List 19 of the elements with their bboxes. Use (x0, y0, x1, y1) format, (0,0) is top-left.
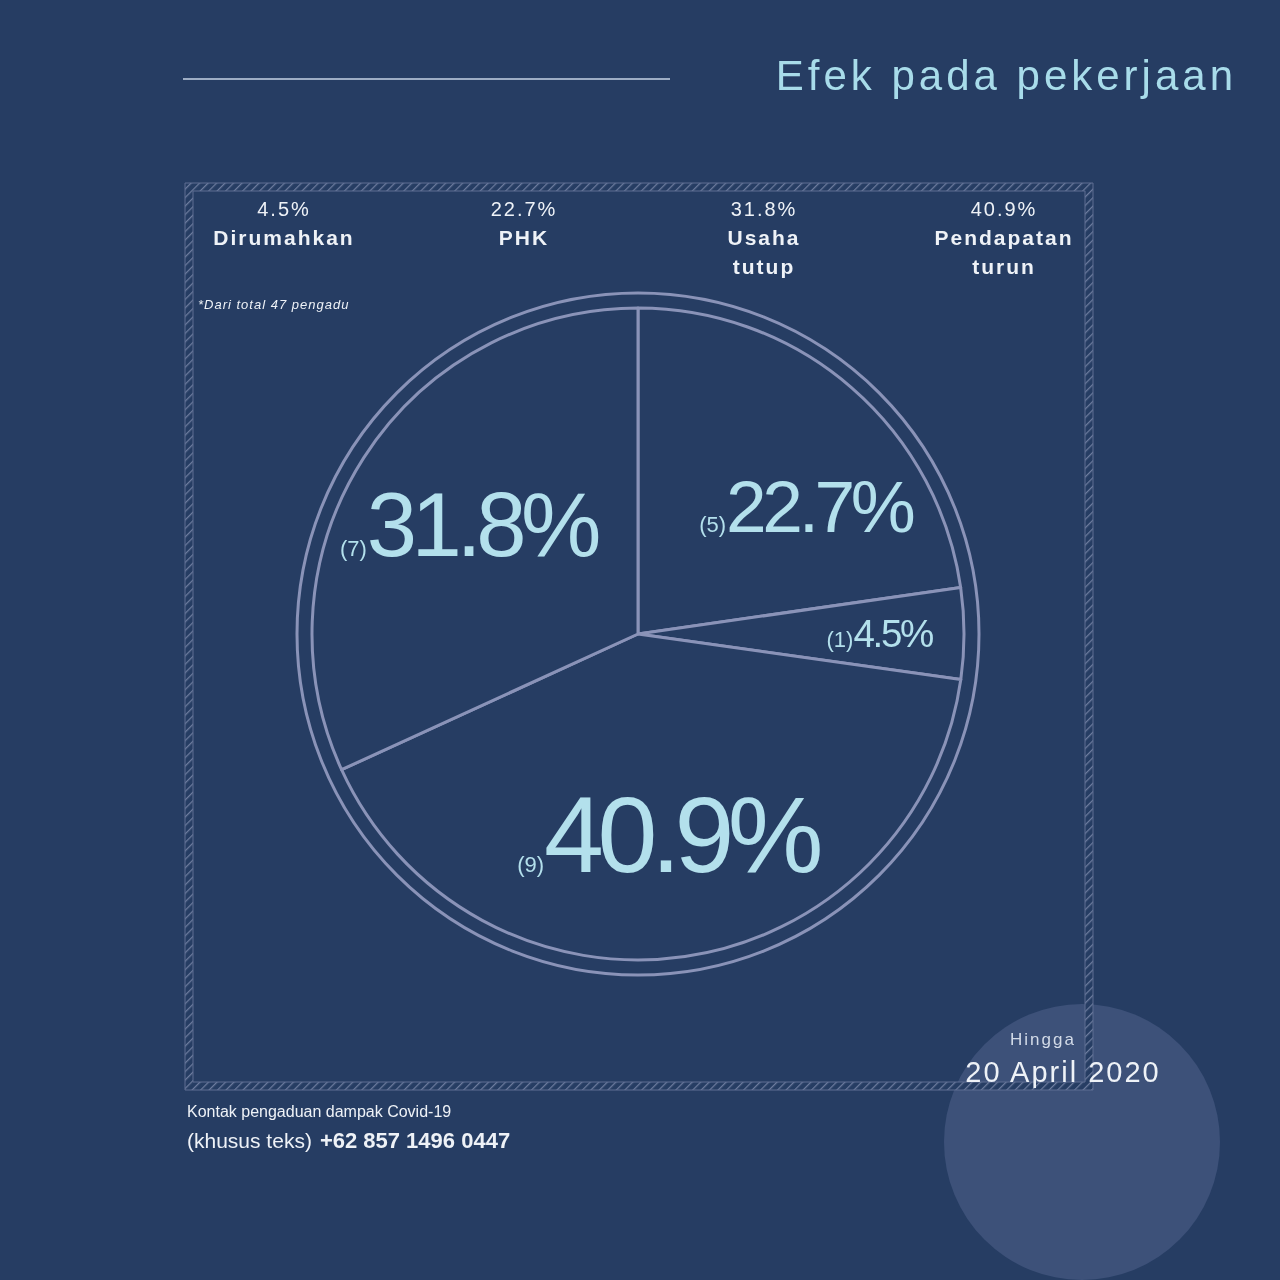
text: 4.5% (257, 198, 311, 220)
data-label: (1)4.5% (826, 612, 934, 656)
text: Usaha tutup (727, 226, 801, 278)
text: Hingga (1010, 1030, 1076, 1049)
text: Pendapatan turun (934, 226, 1074, 278)
text: (khusus teks) (187, 1129, 312, 1152)
text: Dirumahkan (213, 226, 355, 249)
text: Kontak pengaduan dampak Covid-19 (187, 1103, 452, 1120)
text: 40.9% (970, 198, 1038, 220)
data-label: (7)31.8% (339, 474, 600, 576)
text: +62 857 1496 0447 (319, 1128, 511, 1153)
data-label: (9)40.9% (517, 773, 820, 895)
text: 20 April 2020 (965, 1056, 1161, 1088)
text: 31.8% (730, 198, 798, 220)
data-label: (5)22.7% (699, 465, 914, 547)
text: 22.7% (490, 198, 558, 220)
text: PHK (498, 226, 550, 249)
chart-title: Efek pada pekerjaan (775, 52, 1237, 99)
text: *Dari total 47 pengadu (198, 297, 350, 312)
